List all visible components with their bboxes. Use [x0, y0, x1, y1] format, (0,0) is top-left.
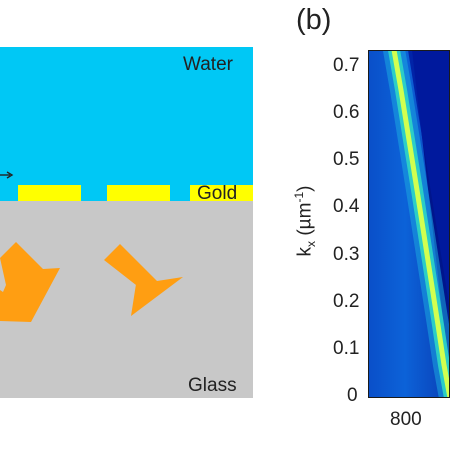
- y-axis-unit-close: ): [294, 185, 316, 192]
- small-arrow-icon: [0, 171, 14, 179]
- y-tick-label: 0.2: [333, 291, 360, 312]
- gold-stripe: [18, 185, 81, 201]
- y-axis-subscript: x: [304, 240, 319, 247]
- y-tick-label: 0.6: [333, 102, 360, 123]
- y-axis-ticks: [362, 50, 370, 400]
- orange-arrow-icon: [0, 242, 60, 322]
- y-tick-label: 0: [347, 385, 358, 406]
- heatmap-dark-region-2: [408, 50, 450, 310]
- y-axis-unit: (µm: [294, 202, 316, 241]
- gold-label: Gold: [197, 183, 238, 204]
- y-axis-symbol: k: [294, 246, 316, 257]
- incident-light-arrows: [0, 242, 183, 322]
- panel-label: (b): [296, 4, 332, 36]
- y-tick-label: 0.3: [333, 244, 360, 265]
- dispersion-heatmap: [368, 50, 450, 398]
- resonance-band-core: [391, 50, 450, 398]
- orange-arrow-icon: [104, 244, 183, 316]
- gold-stripe: [107, 185, 170, 201]
- y-tick-label: 0.4: [333, 196, 360, 217]
- y-axis-title: kx (µm-1): [291, 185, 319, 257]
- water-label: Water: [183, 54, 233, 75]
- gold-stripe: [190, 185, 253, 201]
- y-axis-unit-exponent: -1: [291, 191, 306, 203]
- y-tick-label: 0.5: [333, 149, 360, 170]
- glass-label: Glass: [188, 375, 237, 396]
- x-tick-label: 800: [390, 409, 422, 430]
- y-tick-label: 0.1: [333, 338, 360, 359]
- water-layer: [0, 47, 253, 201]
- y-tick-label: 0.7: [333, 55, 360, 76]
